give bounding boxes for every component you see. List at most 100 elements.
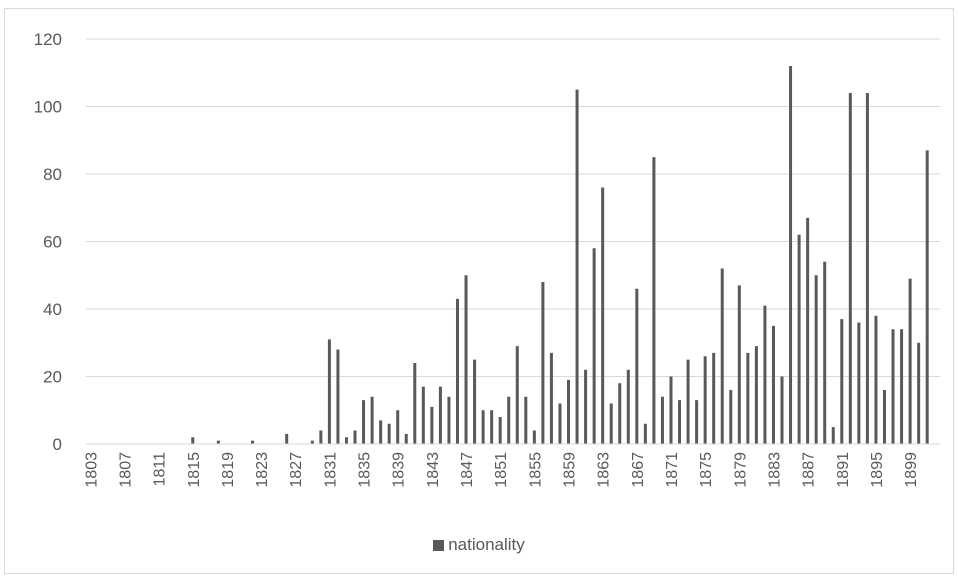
x-tick-label: 1887 bbox=[801, 452, 818, 488]
x-tick-label: 1863 bbox=[596, 452, 613, 488]
bar-1895 bbox=[874, 315, 878, 444]
bar-1860 bbox=[575, 89, 579, 445]
bar-1858 bbox=[558, 403, 562, 444]
bar-1849 bbox=[481, 410, 485, 444]
bar-1859 bbox=[567, 379, 571, 445]
y-tick-label: 120 bbox=[34, 30, 62, 49]
x-tick-label: 1879 bbox=[732, 452, 749, 488]
y-axis-tick-labels: 0 20 40 60 80 100 120 bbox=[34, 30, 62, 454]
bar-1861 bbox=[584, 369, 588, 444]
x-tick-label: 1843 bbox=[425, 452, 442, 488]
bar-1901 bbox=[925, 150, 929, 445]
bar-1826 bbox=[285, 433, 289, 445]
bar-1880 bbox=[746, 352, 750, 445]
bar-1842 bbox=[421, 386, 425, 445]
bar-1822 bbox=[251, 440, 255, 445]
bar-1855 bbox=[532, 430, 536, 444]
bar-1863 bbox=[601, 187, 605, 444]
bar-1857 bbox=[549, 352, 553, 445]
bar-1835 bbox=[362, 400, 366, 445]
legend-swatch bbox=[433, 540, 445, 551]
x-tick-label: 1819 bbox=[220, 452, 237, 488]
legend-label: nationality bbox=[448, 535, 525, 554]
x-tick-label: 1851 bbox=[493, 452, 510, 488]
bar-series-nationality bbox=[191, 66, 929, 445]
bar-1841 bbox=[413, 363, 417, 444]
bar-1894 bbox=[865, 93, 869, 444]
bar-1892 bbox=[848, 93, 852, 444]
bar-1838 bbox=[387, 423, 391, 444]
bar-1847 bbox=[464, 275, 468, 444]
bar-1840 bbox=[404, 433, 408, 445]
y-tick-label: 20 bbox=[43, 368, 62, 387]
bar-1836 bbox=[370, 396, 374, 444]
bar-1879 bbox=[737, 285, 741, 445]
bar-1875 bbox=[703, 356, 707, 444]
bar-1871 bbox=[669, 376, 673, 444]
bar-1886 bbox=[797, 234, 801, 444]
x-tick-label: 1875 bbox=[698, 452, 715, 488]
bar-1830 bbox=[319, 430, 323, 444]
bar-1815 bbox=[191, 437, 195, 444]
y-tick-label: 80 bbox=[43, 165, 62, 184]
bar-1854 bbox=[524, 396, 528, 444]
bar-1872 bbox=[678, 400, 682, 445]
bar-1877 bbox=[720, 268, 724, 444]
bar-1874 bbox=[695, 400, 699, 445]
bar-1866 bbox=[626, 369, 630, 444]
x-tick-label: 1871 bbox=[664, 452, 681, 488]
bar-1864 bbox=[609, 403, 613, 444]
x-tick-label: 1839 bbox=[391, 452, 408, 488]
x-tick-label: 1815 bbox=[186, 452, 203, 488]
y-tick-label: 0 bbox=[53, 435, 62, 454]
bar-1878 bbox=[729, 390, 733, 444]
bar-1848 bbox=[473, 359, 477, 445]
bar-1896 bbox=[882, 390, 886, 444]
x-tick-label: 1835 bbox=[357, 452, 374, 488]
y-tick-label: 100 bbox=[34, 98, 62, 117]
bar-1900 bbox=[917, 342, 921, 444]
x-tick-label: 1895 bbox=[869, 452, 886, 488]
bar-1850 bbox=[490, 410, 494, 444]
bar-1818 bbox=[216, 440, 220, 445]
x-tick-label: 1855 bbox=[527, 452, 544, 488]
bar-1834 bbox=[353, 430, 357, 444]
bar-1884 bbox=[780, 376, 784, 444]
x-tick-label: 1811 bbox=[152, 452, 169, 487]
bar-1845 bbox=[447, 396, 451, 444]
x-tick-label: 1883 bbox=[766, 452, 783, 488]
bar-1832 bbox=[336, 349, 340, 444]
x-tick-label: 1827 bbox=[288, 452, 305, 488]
bar-1844 bbox=[438, 386, 442, 445]
y-tick-label: 40 bbox=[43, 300, 62, 319]
bar-1837 bbox=[379, 420, 383, 445]
x-tick-label: 1803 bbox=[83, 452, 100, 488]
bar-1839 bbox=[396, 410, 400, 444]
bar-1846 bbox=[455, 298, 459, 445]
bar-1885 bbox=[789, 66, 793, 444]
legend: nationality bbox=[0, 535, 958, 555]
bar-1862 bbox=[592, 248, 596, 444]
bar-1867 bbox=[635, 288, 639, 444]
x-tick-label: 1867 bbox=[630, 452, 647, 488]
bar-1865 bbox=[618, 383, 622, 444]
y-tick-label: 60 bbox=[43, 233, 62, 252]
bar-1893 bbox=[857, 322, 861, 444]
bar-1853 bbox=[515, 346, 519, 445]
bar-1868 bbox=[643, 423, 647, 444]
bar-1829 bbox=[310, 440, 314, 445]
x-tick-label: 1891 bbox=[835, 452, 852, 488]
gridlines bbox=[86, 38, 940, 377]
bar-1852 bbox=[507, 396, 511, 444]
x-tick-label: 1823 bbox=[254, 452, 271, 488]
chart-area bbox=[4, 8, 954, 574]
bar-1888 bbox=[814, 275, 818, 444]
bar-1869 bbox=[652, 157, 656, 445]
bar-1883 bbox=[771, 325, 775, 445]
bar-1870 bbox=[660, 396, 664, 444]
bar-1833 bbox=[344, 437, 348, 444]
bar-1831 bbox=[327, 339, 331, 445]
x-tick-label: 1807 bbox=[117, 452, 134, 488]
x-tick-label: 1859 bbox=[562, 452, 579, 488]
